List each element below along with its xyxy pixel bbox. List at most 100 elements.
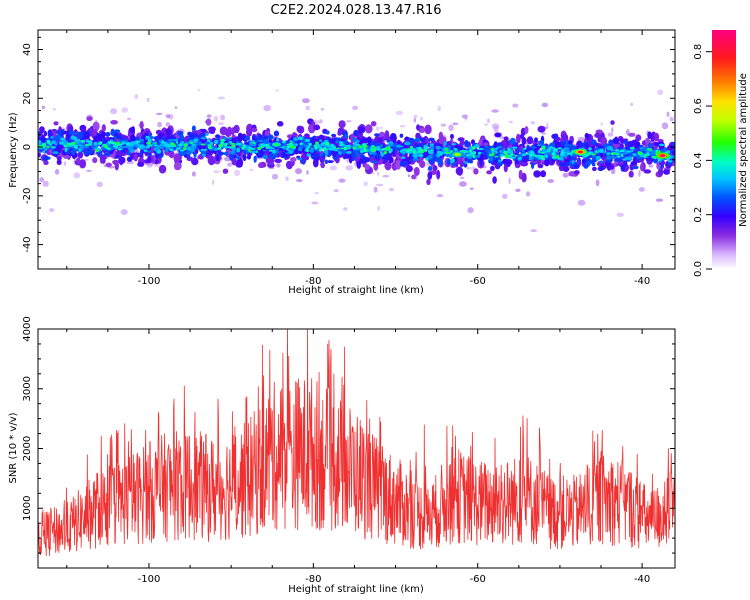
spectrogram-cell — [115, 146, 119, 150]
spectrogram-cell — [77, 151, 84, 159]
spectrogram-cell — [182, 146, 187, 150]
spectrogram-cell — [591, 139, 596, 145]
spectrogram-speckle — [206, 114, 212, 118]
spectrogram-cell — [472, 154, 476, 158]
spectrogram-cell — [546, 152, 550, 155]
spectrogram-cell — [495, 147, 499, 150]
spectrogram-ytick-label: 20 — [22, 92, 33, 105]
spectrogram-cell — [38, 140, 42, 145]
spectrogram-speckle — [42, 180, 49, 187]
spectrogram-cell — [534, 137, 538, 143]
spectrogram-cell — [231, 144, 236, 148]
spectrogram-speckle — [459, 176, 465, 179]
spectrogram-speckle — [377, 171, 380, 176]
spectrogram-cell — [390, 133, 397, 139]
spectrogram-cell — [569, 153, 573, 156]
colorbar-tick-label: 0.6 — [693, 98, 704, 114]
spectrogram-cell — [521, 172, 527, 183]
spectrogram-speckle — [669, 116, 674, 122]
snr-series-line — [38, 329, 675, 557]
spectrogram-speckle — [530, 229, 538, 233]
spectrogram-cell — [476, 155, 481, 158]
spectrogram-cell — [89, 147, 94, 154]
spectrogram-cell — [546, 148, 552, 152]
spectrogram-cell — [139, 150, 143, 156]
spectrogram-cell — [667, 160, 673, 163]
spectrogram-cell — [95, 149, 99, 152]
spectrogram-cell — [307, 145, 311, 149]
spectrogram-cell — [121, 141, 126, 145]
spectrogram-cell — [632, 153, 637, 156]
spectrogram-cell — [131, 148, 135, 152]
spectrogram-cell — [361, 156, 369, 163]
spectrogram-cell — [487, 155, 492, 159]
spectrogram-cell — [521, 148, 525, 153]
spectrogram-cell — [491, 152, 495, 157]
spectrogram-cell — [183, 143, 188, 147]
spectrogram-cell — [464, 140, 469, 148]
spectrogram-cell — [466, 154, 470, 157]
spectrogram-cell — [427, 171, 433, 180]
spectrogram-ylabel: Frequency (Hz) — [8, 112, 19, 188]
spectrogram-cell — [606, 155, 612, 160]
spectrogram-cell — [524, 126, 529, 134]
spectrogram-cell — [59, 141, 62, 145]
figure-title: C2E2.2024.028.13.47.R16 — [270, 3, 441, 18]
colorbar-label: Normalized spectral amplitude — [738, 73, 749, 227]
spectrogram-cell — [672, 141, 675, 147]
spectrogram-cell — [97, 134, 103, 142]
spectrogram-cell — [194, 140, 197, 143]
spectrogram-cell — [191, 143, 197, 147]
spectrogram-cell — [200, 150, 206, 155]
spectrogram-cell — [363, 145, 369, 148]
spectrogram-cell — [244, 136, 251, 141]
spectrogram-cell — [258, 162, 264, 169]
spectrogram-cell — [205, 132, 209, 136]
spectrogram-cell — [113, 135, 117, 141]
spectrogram-cell — [189, 132, 196, 138]
spectrogram-cell — [624, 159, 628, 168]
spectrogram-cell — [624, 156, 629, 160]
spectrogram-cell — [387, 143, 391, 147]
spectrogram-speckle — [345, 165, 354, 171]
spectrogram-speckle — [52, 107, 57, 111]
spectrogram-speckle — [213, 115, 219, 122]
spectrogram-speckle — [375, 125, 380, 132]
spectrogram-cell — [529, 156, 535, 160]
spectrogram-cell — [358, 145, 363, 149]
spectrogram-cell — [315, 141, 319, 145]
spectrogram-cell — [363, 148, 368, 152]
spectrogram-cell — [191, 125, 196, 132]
spectrogram-cell — [643, 154, 648, 157]
spectrogram-ytick-label: 0 — [22, 144, 33, 150]
spectrogram-cell — [629, 147, 635, 149]
spectrogram-cell — [663, 147, 667, 153]
spectrogram-cell — [145, 137, 151, 140]
spectrogram-cell — [231, 147, 236, 150]
spectrogram-cell — [627, 156, 633, 161]
spectrogram-speckle — [146, 97, 150, 102]
spectrogram-cell — [472, 151, 477, 155]
spectrogram-speckle — [96, 181, 103, 188]
spectrogram-cell — [375, 146, 381, 151]
spectrogram-xtick-label: -100 — [138, 276, 161, 287]
spectrogram-cell — [631, 139, 638, 147]
spectrogram-cell — [369, 140, 377, 146]
spectrogram-cell — [530, 146, 537, 149]
spectrogram-cell — [139, 121, 144, 130]
spectrogram-speckle — [399, 125, 406, 128]
spectrogram-cell — [86, 116, 93, 121]
spectrogram-cell — [252, 142, 256, 144]
spectrogram-cell — [297, 157, 303, 161]
spectrogram-cell — [276, 137, 280, 142]
spectrogram-cell — [314, 146, 318, 150]
spectrogram-cell — [425, 157, 429, 161]
spectrogram-cell — [47, 129, 53, 138]
spectrogram-cell — [264, 144, 269, 147]
spectrogram-speckle — [508, 177, 511, 185]
spectrogram-cell — [143, 149, 148, 153]
spectrogram-cell — [46, 145, 50, 148]
spectrogram-cell — [459, 140, 465, 146]
spectrogram-cell — [336, 147, 340, 150]
spectrogram-speckle — [541, 102, 549, 108]
